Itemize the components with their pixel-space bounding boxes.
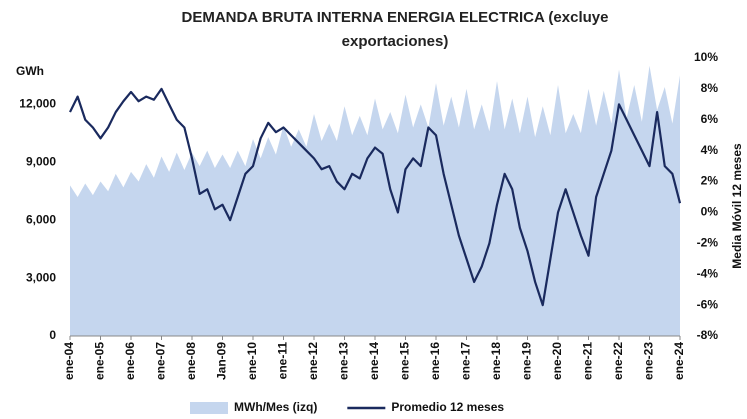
x-tick-label: ene-11 (276, 342, 290, 380)
x-tick-label: ene-06 (123, 342, 137, 380)
x-tick-label: ene-18 (489, 342, 503, 380)
x-tick-label: ene-12 (306, 342, 320, 380)
y2-tick-label: 6% (701, 112, 719, 126)
y2-tick-label: 0% (701, 205, 719, 219)
x-tick-label: ene-10 (245, 342, 259, 380)
x-tick-label: ene-24 (672, 342, 686, 380)
y2-axis-label: Media Móvil 12 meses (730, 143, 744, 269)
y2-tick-label: 2% (701, 174, 719, 188)
y2-tick-label: 4% (701, 143, 719, 157)
x-tick-label: ene-05 (93, 342, 107, 380)
x-tick-label: ene-08 (184, 342, 198, 380)
x-tick-label: ene-13 (337, 342, 351, 380)
legend-label: MWh/Mes (izq) (234, 400, 317, 414)
x-tick-label: ene-16 (428, 342, 442, 380)
y-tick-label: 3,000 (26, 270, 56, 284)
x-tick-label: ene-19 (520, 342, 534, 380)
x-tick-label: Jan-09 (215, 342, 229, 380)
x-tick-label: ene-07 (154, 342, 168, 380)
x-tick-label: ene-04 (62, 342, 76, 380)
area (70, 65, 680, 336)
y-tick-label: 9,000 (26, 154, 56, 168)
y-tick-label: 0 (49, 328, 56, 342)
x-tick-label: ene-23 (642, 342, 656, 380)
y-unit-label: GWh (16, 64, 44, 78)
y2-tick-label: -8% (697, 328, 719, 342)
y-tick-label: 12,000 (19, 97, 56, 111)
line (69, 87, 682, 307)
y2-tick-label: -6% (697, 297, 719, 311)
x-tick-label: ene-22 (611, 342, 625, 380)
y2-tick-label: -4% (697, 266, 719, 280)
legend-swatch (190, 402, 228, 414)
y2-tick-label: 8% (701, 81, 719, 95)
y-tick-label: 6,000 (26, 212, 56, 226)
y2-tick-label: -2% (697, 236, 719, 250)
legend-label: Promedio 12 meses (391, 400, 504, 414)
y2-tick-label: 10% (694, 50, 718, 64)
x-tick-label: ene-21 (581, 342, 595, 380)
x-tick-label: ene-20 (550, 342, 564, 380)
chart-title: DEMANDA BRUTA INTERNA ENERGIA ELECTRICA … (181, 9, 609, 50)
x-tick-label: ene-17 (459, 342, 473, 380)
x-tick-label: ene-15 (398, 342, 412, 380)
x-tick-label: ene-14 (367, 342, 381, 380)
